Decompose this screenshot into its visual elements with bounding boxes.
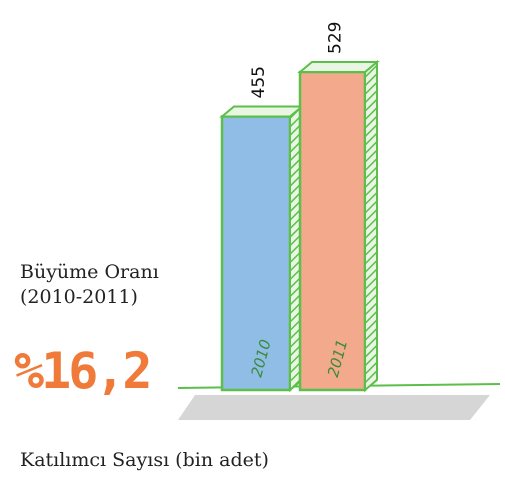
- growth-label: (2010-2011): [20, 286, 138, 308]
- x-axis-label: Katılımcı Sayısı (bin adet): [20, 449, 269, 471]
- ground: [178, 395, 490, 420]
- bar-top: [222, 106, 302, 116]
- chart: 45520105292011 Büyüme Oranı (2010-2011) …: [0, 0, 505, 486]
- bar-top: [300, 62, 377, 72]
- value-label: 529: [326, 22, 346, 54]
- value-label: 455: [249, 66, 269, 98]
- growth-label: Büyüme Oranı: [20, 261, 159, 283]
- bar-side: [365, 62, 377, 390]
- growth-value: %16,2: [14, 342, 150, 400]
